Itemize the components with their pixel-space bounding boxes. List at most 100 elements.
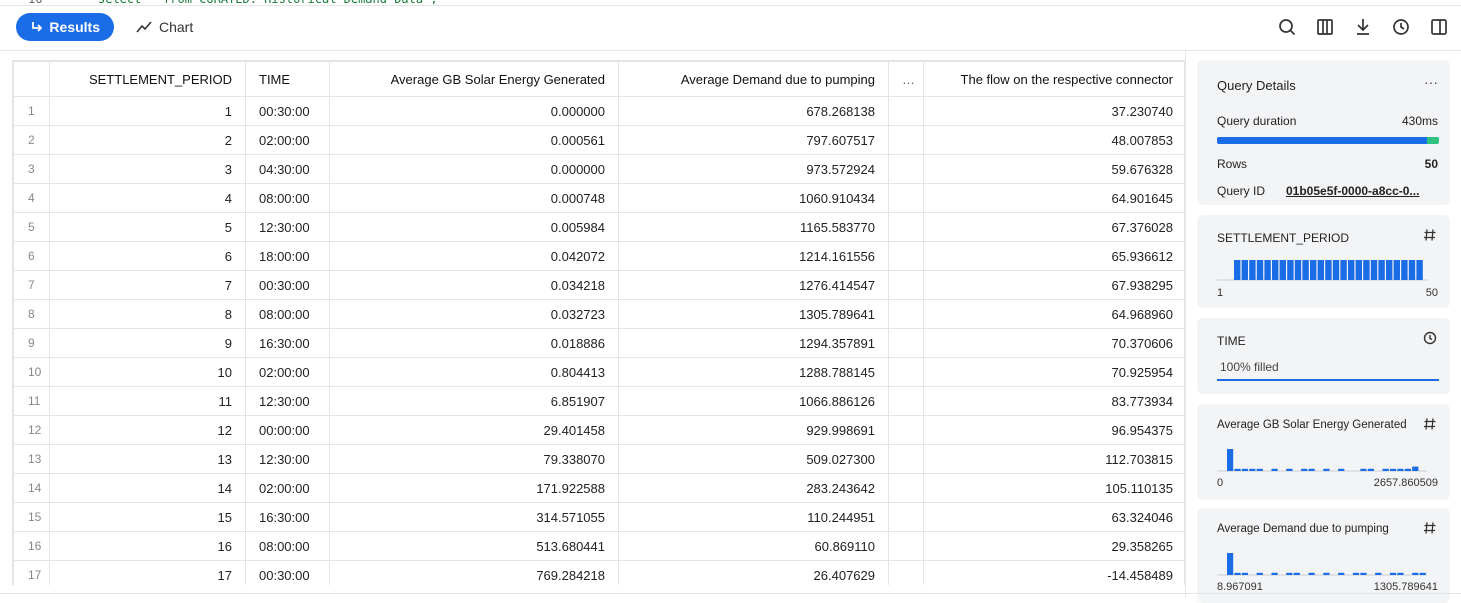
results-tab[interactable]: Results [16,13,114,41]
cell: 63.324046 [923,502,1184,532]
cell: 1 [49,96,246,126]
histogram-bar [1386,260,1393,280]
cell: 3 [49,154,246,184]
histogram-bar [1375,572,1382,575]
cell: 02:00:00 [245,357,330,387]
value: 430ms [1401,114,1438,128]
cell: 0.034218 [329,270,619,300]
cell: -14.458489 [923,560,1184,585]
cell: 14 [49,473,246,503]
panel-icon[interactable] [1431,19,1447,35]
histogram-bar [1271,468,1278,471]
label: Query ID [1217,184,1266,198]
histogram-bar [1308,468,1315,471]
column-header: Average Demand due to pumping [618,61,889,97]
cell: 26.407629 [618,560,889,585]
cell: 59.676328 [923,154,1184,184]
cell: 08:00:00 [245,531,330,561]
range-max: 50 [1425,287,1438,299]
cell: 0.804413 [329,357,619,387]
duration-bar [1427,137,1439,144]
histogram-bar [1227,553,1234,575]
table-row: 13 13 12:30:00 79.338070 509.027300 112.70381… [13,444,1184,474]
table-row: 5 5 12:30:00 0.005984 1165.583770 67.376028 [13,212,1184,242]
cell: 797.607517 [618,125,889,155]
cell: 12 [49,415,246,445]
histogram-bar [1401,260,1408,280]
cell: 283.243642 [618,473,889,503]
hash [1424,418,1436,430]
columns-icon[interactable] [1317,19,1333,35]
cell: 00:30:00 [245,560,330,585]
collapsed-columns[interactable]: … [888,61,924,97]
histogram-bar [1360,468,1367,471]
cell: 70.370606 [923,328,1184,358]
range-max: 1305.789641 [1373,581,1438,593]
histogram-bar [1293,572,1300,575]
cell: 6 [49,241,246,271]
type-icon [1424,229,1436,241]
search-icon[interactable] [1279,19,1296,36]
histogram-bar [1234,260,1241,280]
cell: 16:30:00 [245,328,330,358]
more-button[interactable]: ··· [1424,74,1438,90]
histogram [1217,260,1427,281]
column-summary-card: Average GB Solar Energy Generated 0 2657.8… [1197,404,1450,500]
history-icon[interactable] [1393,19,1409,35]
histogram-bar [1419,572,1426,575]
label: Query duration [1217,114,1297,128]
collapsed-cell [888,125,924,155]
cell: 112.703815 [923,444,1184,474]
histogram-bar [1227,449,1234,471]
column-header: SETTLEMENT_PERIOD [49,61,246,97]
row-number: 16 [13,531,50,561]
hash [1424,522,1436,534]
cell: 79.338070 [329,444,619,474]
histogram-bar [1416,260,1423,280]
cell: 29.401458 [329,415,619,445]
cell: 0.005984 [329,212,619,242]
chart-tab[interactable]: Chart [122,13,207,41]
collapsed-cell [888,96,924,126]
histogram-bar [1412,466,1419,471]
cell: 83.773934 [923,386,1184,416]
row-number: 13 [13,444,50,474]
cell: 02:00:00 [245,125,330,155]
type-icon [1424,522,1436,534]
histogram-bar [1234,572,1241,575]
histogram-bar [1249,468,1256,471]
cell: 5 [49,212,246,242]
cell: 1165.583770 [618,212,889,242]
collapsed-cell [888,386,924,416]
histogram-bar [1360,572,1367,575]
cell: 7 [49,270,246,300]
column-name: Average GB Solar Energy Generated [1217,419,1407,431]
cell: 509.027300 [618,444,889,474]
histogram-bar [1302,260,1309,280]
cell: 0.032723 [329,299,619,329]
cell: 2 [49,125,246,155]
histogram-bar [1286,572,1293,575]
table-row: 15 15 16:30:00 314.571055 110.244951 63.32404… [13,502,1184,532]
row-number: 7 [13,270,50,300]
value: 50 [1424,157,1438,171]
query-id[interactable]: 01b05e5f-0000-a8cc-0... [1286,184,1420,198]
cell: 929.998691 [618,415,889,445]
duration-bar [1217,137,1427,144]
collapsed-cell [888,270,924,300]
histogram-bar [1301,468,1308,471]
collapsed-cell [888,502,924,532]
collapsed-cell [888,531,924,561]
cell: 37.230740 [923,96,1184,126]
table-row: 4 4 08:00:00 0.000748 1060.910434 64.901645 [13,183,1184,213]
cell: 0.000561 [329,125,619,155]
histogram-bar [1412,572,1419,575]
column-name: TIME [1217,334,1246,348]
collapsed-cell [888,328,924,358]
tab-label: Chart [159,19,194,35]
tab-label: Results [49,19,100,35]
download-icon[interactable] [1357,19,1369,35]
histogram-bar [1241,260,1248,280]
cell: 8 [49,299,246,329]
